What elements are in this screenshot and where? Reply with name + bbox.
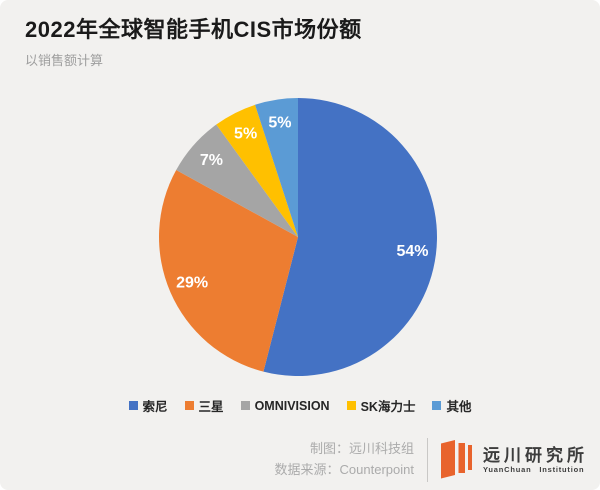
logo-bars-icon (441, 440, 472, 479)
legend-label: 其他 (446, 400, 472, 414)
footer-divider (427, 438, 428, 482)
legend-item-其他: 其他 (432, 396, 471, 415)
legend-item-索尼: 索尼 (128, 396, 168, 415)
pie-slice-索尼 (263, 98, 437, 376)
legend-label: 索尼 (142, 400, 168, 414)
pie-slice-SK海力士 (216, 104, 298, 237)
pie-slice-三星 (158, 170, 298, 372)
logo-text: 远川研究所 YuanChuan Institution (483, 446, 588, 475)
pie-data-label: 29% (176, 274, 208, 291)
logo-name-cn: 远川研究所 (483, 445, 588, 465)
pie-slice-OMNIVISION (176, 124, 298, 237)
brand-logo: 远川研究所 YuanChuan Institution (441, 440, 588, 480)
legend-item-OMNIVISION: OMNIVISION (240, 398, 330, 413)
pie-slice-其他 (255, 98, 298, 237)
legend-item-SK海力士: SK海力士 (346, 396, 416, 415)
legend-label: SK海力士 (360, 400, 416, 414)
pie-data-label: 54% (396, 243, 428, 260)
legend-swatch-icon (240, 401, 250, 410)
footer: 制图：远川科技组 数据来源：Counterpoint 远川研究所 YuanChu… (275, 438, 588, 482)
legend-swatch-icon (184, 401, 194, 410)
chart-title: 2022年全球智能手机CIS市场份额 (25, 17, 362, 42)
pie-data-label: 5% (234, 126, 257, 143)
pie-data-label: 5% (268, 115, 291, 132)
legend-label: OMNIVISION (254, 398, 330, 413)
legend-swatch-icon (346, 401, 356, 410)
legend-item-三星: 三星 (184, 396, 224, 415)
credit-source: 数据来源：Counterpoint (274, 462, 414, 477)
legend-swatch-icon (432, 401, 442, 410)
logo-name-en: YuanChuan Institution (483, 465, 585, 475)
legend-label: 三星 (198, 400, 224, 414)
pie-data-label: 7% (200, 152, 223, 169)
chart-legend: 索尼 三星 OMNIVISION SK海力士 其他 (0, 396, 600, 415)
credits: 制图：远川科技组 数据来源：Counterpoint (275, 439, 414, 481)
credit-maker: 制图：远川科技组 (309, 441, 414, 457)
legend-swatch-icon (128, 401, 138, 410)
chart-subtitle: 以销售额计算 (25, 53, 104, 68)
